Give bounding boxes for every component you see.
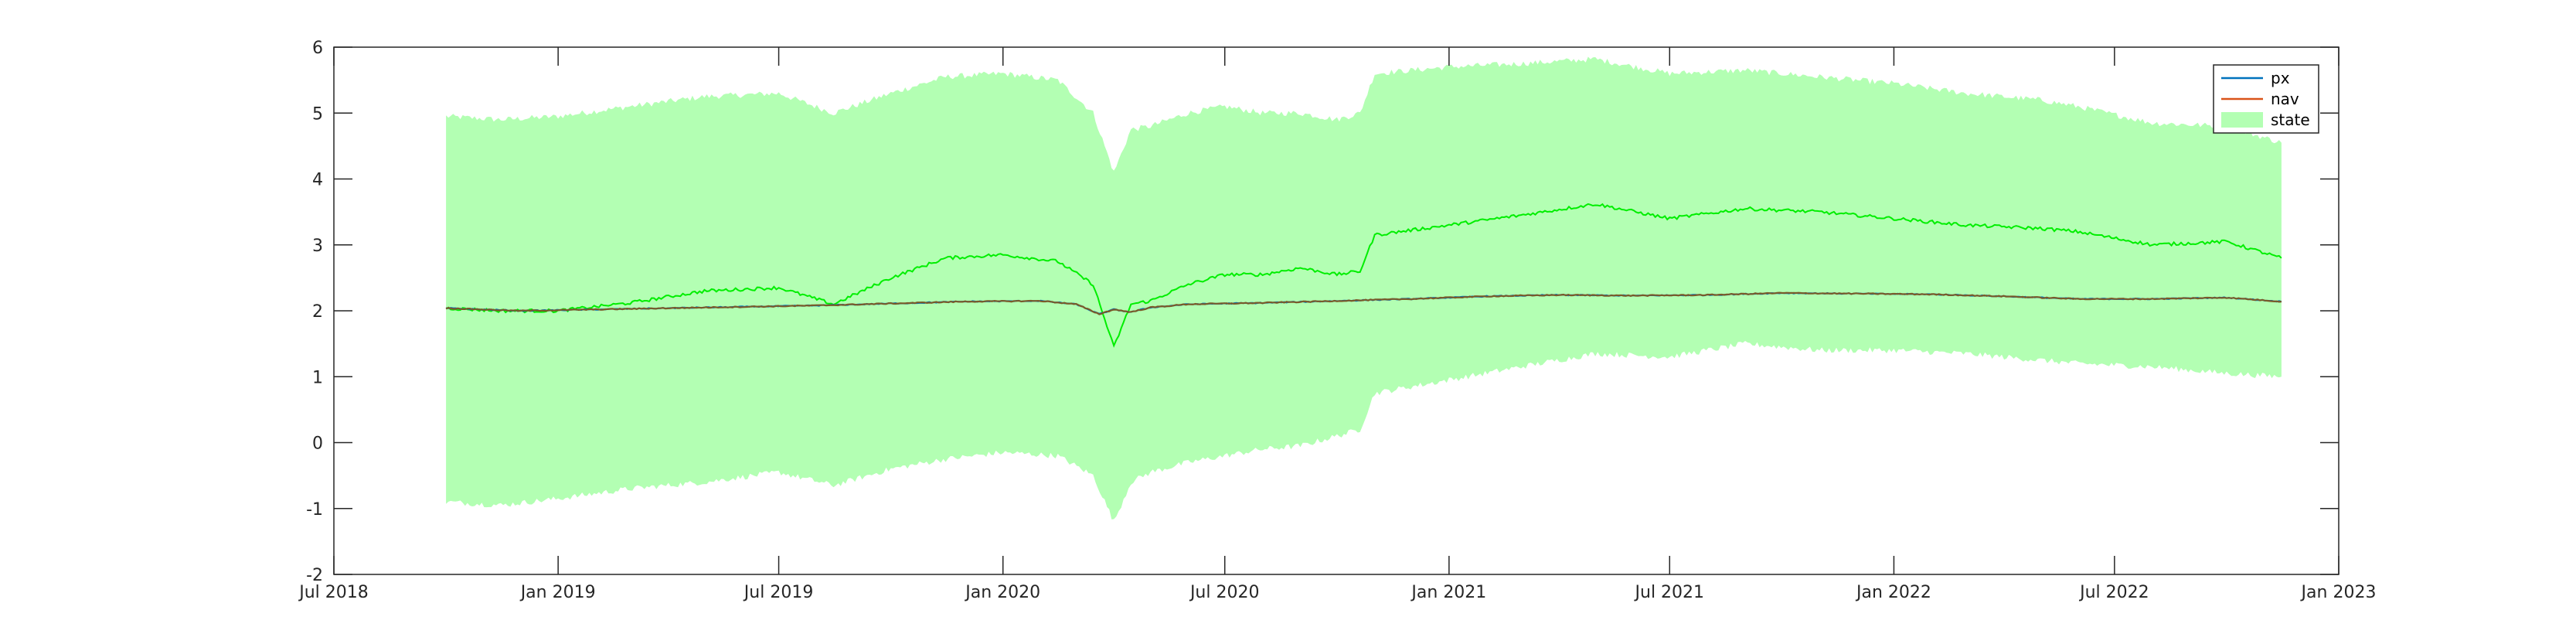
x-tick-label: Jul 2020	[1189, 583, 1260, 602]
x-tick-label: Jan 2023	[2300, 583, 2377, 602]
legend-swatch-state	[2221, 112, 2263, 128]
y-tick-label: 0	[312, 434, 323, 454]
legend-label-px: px	[2271, 69, 2290, 87]
y-tick-label: 2	[312, 302, 323, 322]
y-tick-label: 6	[312, 39, 323, 58]
plot-area	[334, 47, 2339, 574]
y-tick-label: 1	[312, 368, 323, 387]
state-line	[445, 203, 2282, 348]
y-tick-label: 3	[312, 237, 323, 256]
legend: px nav state	[2213, 64, 2319, 134]
axes: Jul 2018 Jan 2019 Jul 2019 Jan 2020 Jul 2020…	[298, 39, 2376, 602]
state-band	[446, 56, 2282, 520]
legend-label-nav: nav	[2271, 90, 2299, 108]
x-tick-label: Jul 2018	[298, 583, 369, 602]
x-tick-label: Jan 2020	[964, 583, 1040, 602]
nav-line	[445, 291, 2282, 315]
y-tick-label: 5	[312, 104, 323, 124]
x-tick-label: Jul 2019	[743, 583, 814, 602]
x-tick-label: Jan 2021	[1410, 583, 1486, 602]
y-tick-label: -2	[306, 566, 323, 585]
x-tick-label: Jan 2019	[519, 583, 596, 602]
x-tick-label: Jan 2022	[1855, 583, 1931, 602]
x-tick-label: Jul 2022	[2078, 583, 2149, 602]
x-tick-label: Jul 2021	[1634, 583, 1705, 602]
y-tick-label: 4	[312, 171, 323, 190]
legend-label-state: state	[2271, 111, 2310, 129]
y-tick-label: -1	[306, 500, 323, 520]
